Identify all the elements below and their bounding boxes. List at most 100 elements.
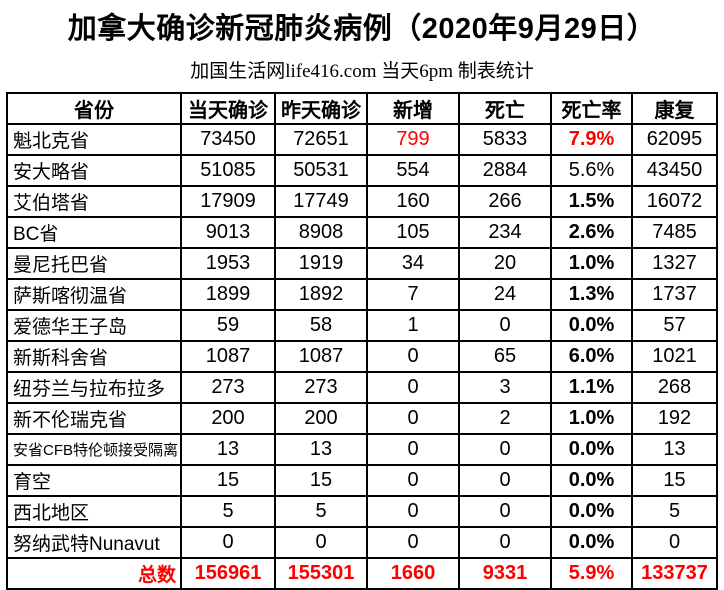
value-cell: 1892 — [274, 278, 368, 311]
value-cell: 0 — [458, 433, 552, 466]
province-cell: 努纳武特Nunavut — [6, 526, 182, 559]
value-cell: 1.0% — [550, 247, 633, 280]
column-header-1: 当天确诊 — [180, 92, 276, 125]
value-cell: 1660 — [366, 557, 460, 590]
value-cell: 554 — [366, 154, 460, 187]
value-cell: 0 — [458, 464, 552, 497]
value-cell: 3 — [458, 371, 552, 404]
column-header-2: 昨天确诊 — [274, 92, 368, 125]
value-cell: 1327 — [631, 247, 718, 280]
table-row: 育空 15 15 0 0 0.0% 15 — [6, 464, 718, 497]
value-cell: 13 — [274, 433, 368, 466]
value-cell: 200 — [180, 402, 276, 435]
value-cell: 5.6% — [550, 154, 633, 187]
value-cell: 0 — [366, 495, 460, 528]
table-row: 新不伦瑞克省 200 200 0 2 1.0% 192 — [6, 402, 718, 435]
value-cell: 2.6% — [550, 216, 633, 249]
value-cell: 24 — [458, 278, 552, 311]
column-header-0: 省份 — [6, 92, 182, 125]
table-row: 魁北克省 73450 72651 799 5833 7.9% 62095 — [6, 123, 718, 156]
value-cell: 5.9% — [550, 557, 633, 590]
value-cell: 0 — [274, 526, 368, 559]
province-cell: 总数 — [6, 557, 182, 590]
value-cell: 8908 — [274, 216, 368, 249]
value-cell: 799 — [366, 123, 460, 156]
table-row: 努纳武特Nunavut 0 0 0 0 0.0% 0 — [6, 526, 718, 559]
value-cell: 62095 — [631, 123, 718, 156]
total-row: 总数 156961 155301 1660 9331 5.9% 133737 — [6, 557, 718, 590]
value-cell: 1087 — [274, 340, 368, 373]
value-cell: 1919 — [274, 247, 368, 280]
value-cell: 17909 — [180, 185, 276, 218]
value-cell: 20 — [458, 247, 552, 280]
value-cell: 0.0% — [550, 526, 633, 559]
value-cell: 13 — [631, 433, 718, 466]
column-header-6: 康复 — [631, 92, 718, 125]
value-cell: 0 — [366, 526, 460, 559]
value-cell: 1.5% — [550, 185, 633, 218]
value-cell: 5 — [274, 495, 368, 528]
province-cell: 西北地区 — [6, 495, 182, 528]
value-cell: 7485 — [631, 216, 718, 249]
value-cell: 59 — [180, 309, 276, 342]
value-cell: 0.0% — [550, 495, 633, 528]
value-cell: 57 — [631, 309, 718, 342]
table-row: 萨斯喀彻温省 1899 1892 7 24 1.3% 1737 — [6, 278, 718, 311]
value-cell: 192 — [631, 402, 718, 435]
table-row: 爱德华王子岛 59 58 1 0 0.0% 57 — [6, 309, 718, 342]
province-cell: 萨斯喀彻温省 — [6, 278, 182, 311]
province-cell: 新不伦瑞克省 — [6, 402, 182, 435]
table-row: 安大略省 51085 50531 554 2884 5.6% 43450 — [6, 154, 718, 187]
value-cell: 15 — [631, 464, 718, 497]
value-cell: 51085 — [180, 154, 276, 187]
value-cell: 0 — [366, 340, 460, 373]
value-cell: 50531 — [274, 154, 368, 187]
subtitle: 加国生活网life416.com 当天6pm 制表统计 — [190, 61, 534, 82]
value-cell: 0 — [366, 402, 460, 435]
value-cell: 0 — [631, 526, 718, 559]
value-cell: 1021 — [631, 340, 718, 373]
value-cell: 5833 — [458, 123, 552, 156]
value-cell: 156961 — [180, 557, 276, 590]
value-cell: 1737 — [631, 278, 718, 311]
province-cell: 曼尼托巴省 — [6, 247, 182, 280]
value-cell: 16072 — [631, 185, 718, 218]
value-cell: 2884 — [458, 154, 552, 187]
column-header-5: 死亡率 — [550, 92, 633, 125]
value-cell: 273 — [180, 371, 276, 404]
value-cell: 13 — [180, 433, 276, 466]
value-cell: 0 — [458, 495, 552, 528]
value-cell: 15 — [180, 464, 276, 497]
table-row: 安省CFB特伦顿接受隔离 13 13 0 0 0.0% 13 — [6, 433, 718, 466]
table-row: 纽芬兰与拉布拉多 273 273 0 3 1.1% 268 — [6, 371, 718, 404]
value-cell: 273 — [274, 371, 368, 404]
province-cell: 安大略省 — [6, 154, 182, 187]
value-cell: 200 — [274, 402, 368, 435]
table-row: BC省 9013 8908 105 234 2.6% 7485 — [6, 216, 718, 249]
value-cell: 7 — [366, 278, 460, 311]
province-cell: 新斯科舍省 — [6, 340, 182, 373]
province-cell: 爱德华王子岛 — [6, 309, 182, 342]
value-cell: 58 — [274, 309, 368, 342]
value-cell: 17749 — [274, 185, 368, 218]
value-cell: 105 — [366, 216, 460, 249]
value-cell: 266 — [458, 185, 552, 218]
value-cell: 1.3% — [550, 278, 633, 311]
value-cell: 1.1% — [550, 371, 633, 404]
value-cell: 0 — [458, 309, 552, 342]
covid-stats-table: 省份 当天确诊 昨天确诊 新增 死亡 死亡率 康复 魁北克省 73450 72651 799 583… — [6, 92, 718, 590]
province-cell: 安省CFB特伦顿接受隔离 — [6, 433, 182, 466]
page-title: 加拿大确诊新冠肺炎病例（2020年9月29日） — [67, 13, 657, 45]
table-row: 艾伯塔省 17909 17749 160 266 1.5% 16072 — [6, 185, 718, 218]
value-cell: 0.0% — [550, 433, 633, 466]
value-cell: 0 — [180, 526, 276, 559]
value-cell: 7.9% — [550, 123, 633, 156]
value-cell: 2 — [458, 402, 552, 435]
value-cell: 155301 — [274, 557, 368, 590]
value-cell: 65 — [458, 340, 552, 373]
header-row: 省份 当天确诊 昨天确诊 新增 死亡 死亡率 康复 — [6, 92, 718, 125]
value-cell: 9331 — [458, 557, 552, 590]
table-row: 新斯科舍省 1087 1087 0 65 6.0% 1021 — [6, 340, 718, 373]
value-cell: 9013 — [180, 216, 276, 249]
value-cell: 43450 — [631, 154, 718, 187]
